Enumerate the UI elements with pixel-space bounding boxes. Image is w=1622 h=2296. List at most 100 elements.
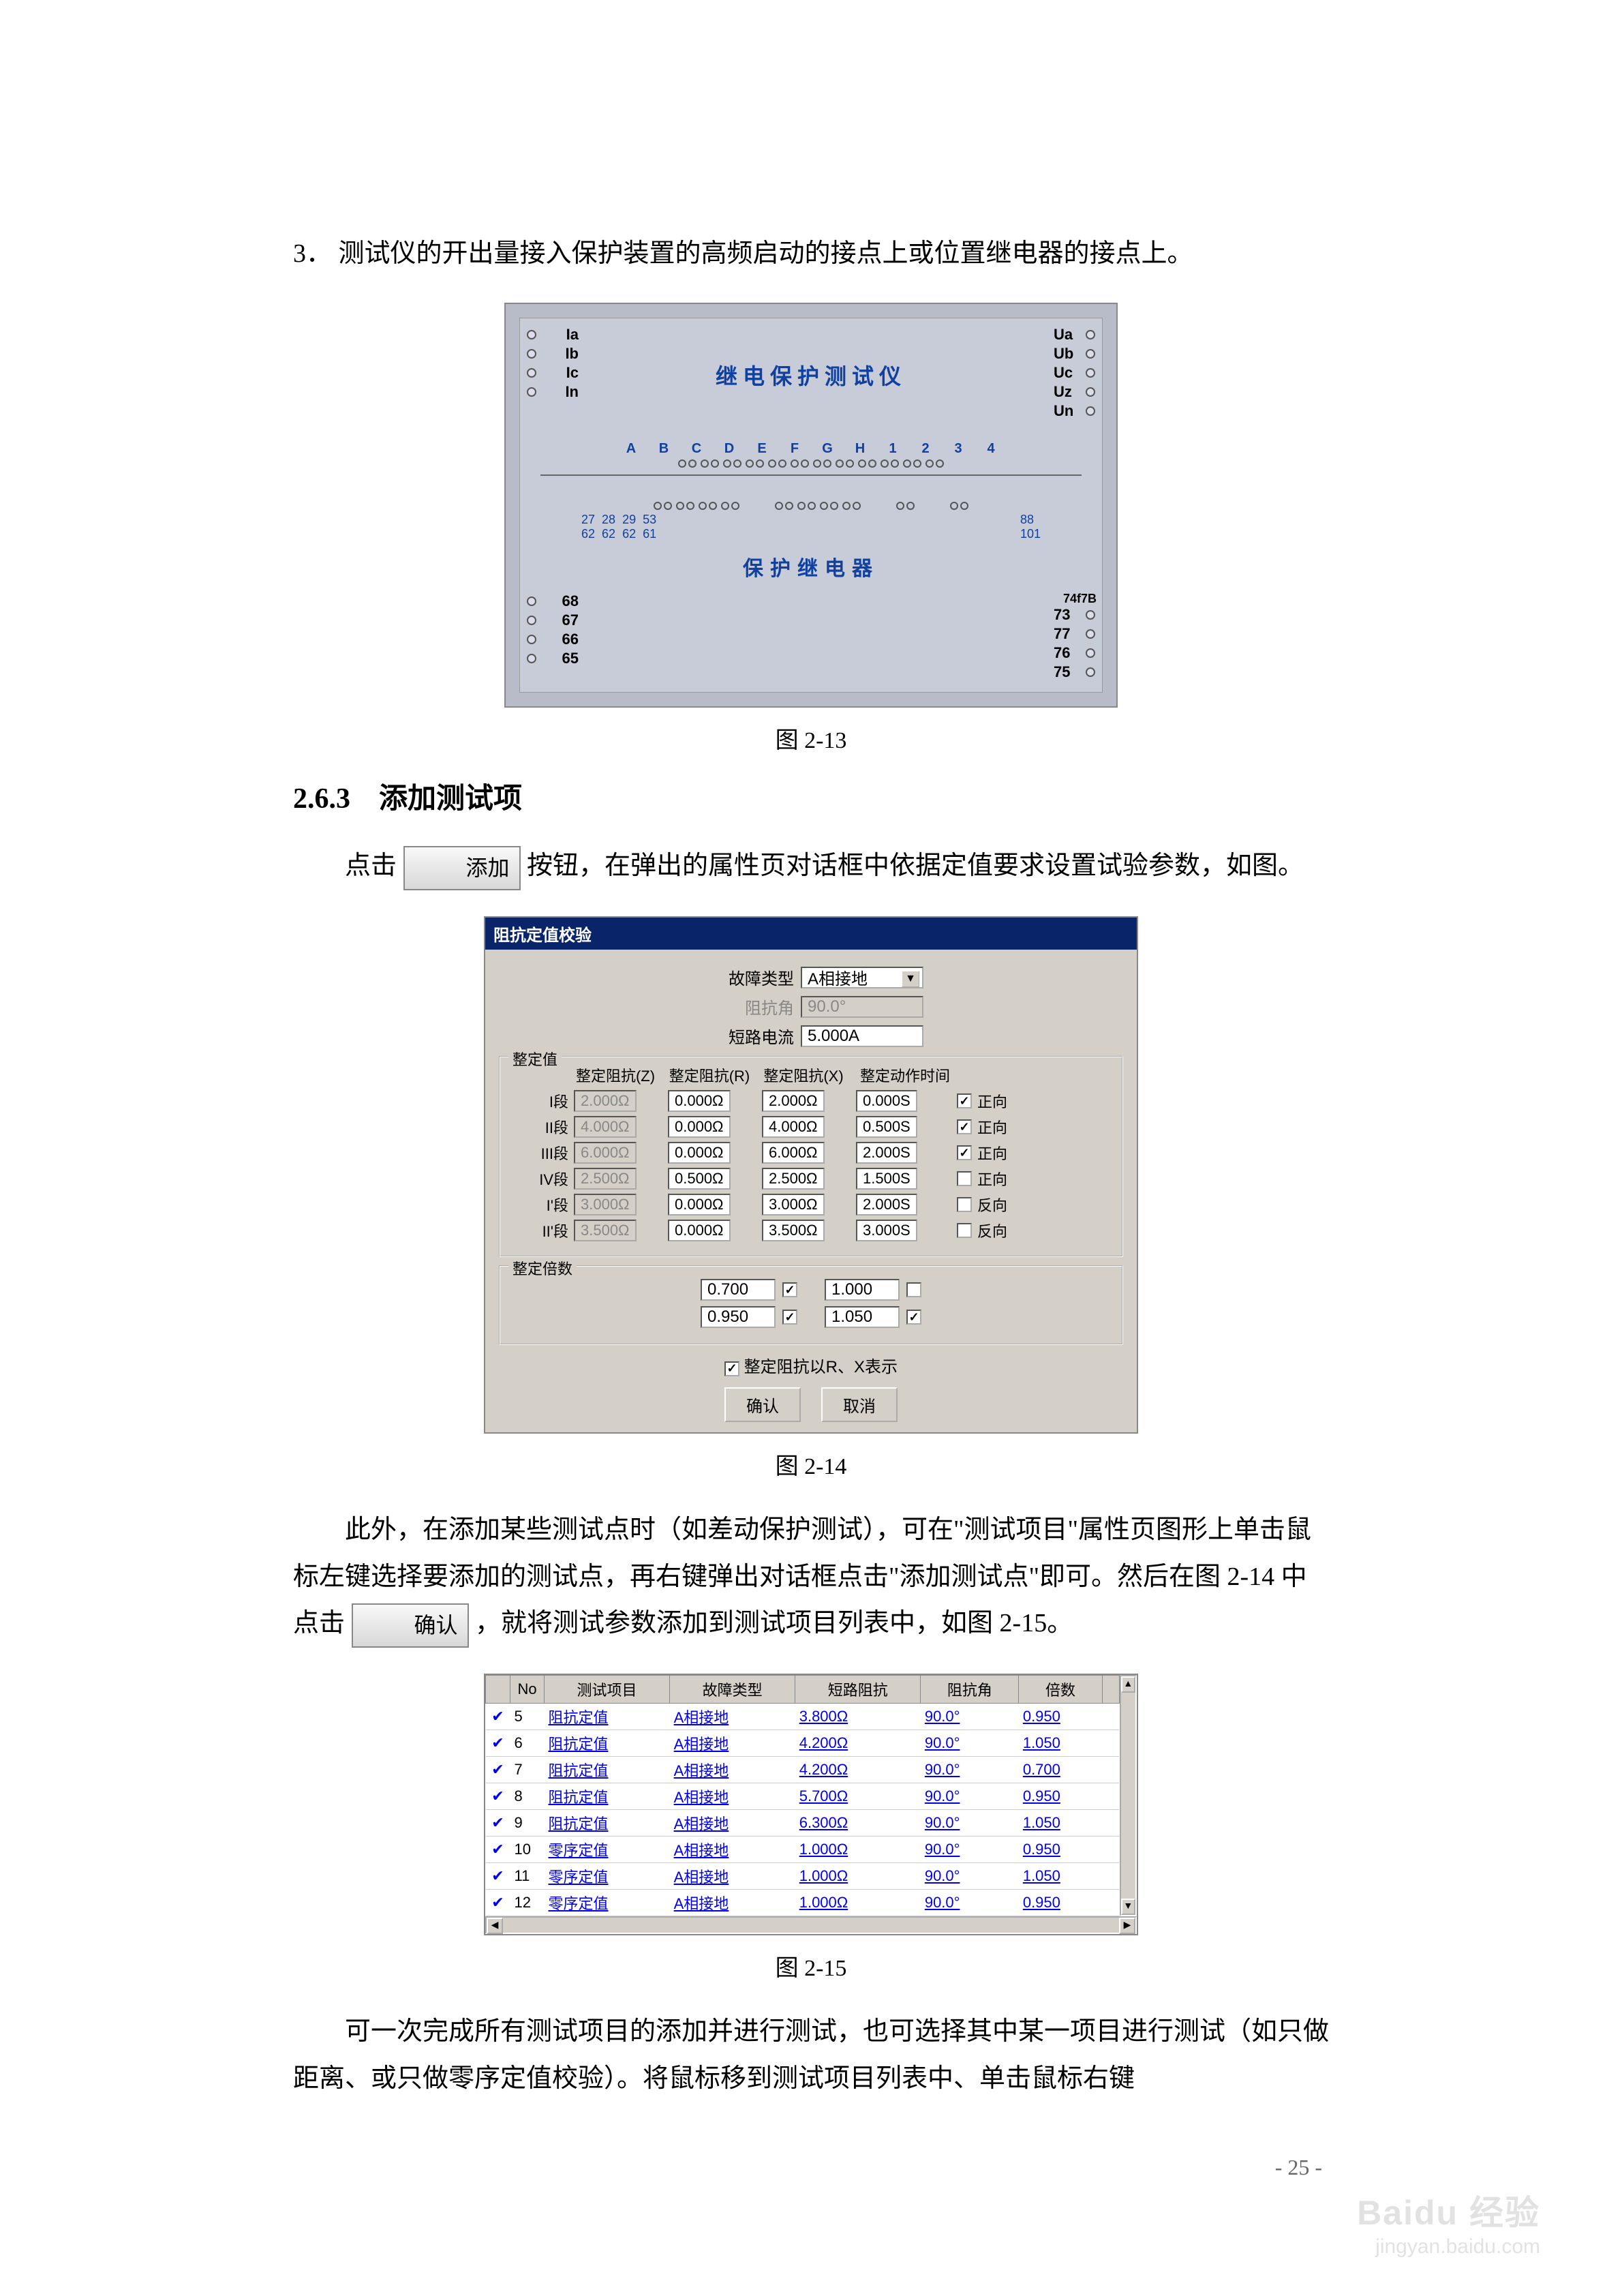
table-row[interactable]: ✔12零序定值A相接地1.000Ω90.0°0.950 [486,1890,1120,1916]
row-check-icon[interactable]: ✔ [486,1890,510,1916]
cell-impedance[interactable]: 4.200Ω [795,1730,921,1757]
seg-x-input[interactable]: 2.500Ω [762,1168,825,1190]
table-row[interactable]: ✔5阻抗定值A相接地3.800Ω90.0°0.950 [486,1704,1120,1730]
cell-fault[interactable]: A相接地 [670,1757,795,1783]
combo-fault-type[interactable]: A相接地 [801,967,923,988]
cell-project[interactable]: 阻抗定值 [545,1730,670,1757]
cell-fault[interactable]: A相接地 [670,1837,795,1863]
cell-fault[interactable]: A相接地 [670,1704,795,1730]
seg-check[interactable] [957,1197,972,1212]
cell-project[interactable]: 零序定值 [545,1837,670,1863]
cell-fault[interactable]: A相接地 [670,1783,795,1810]
cell-angle[interactable]: 90.0° [921,1704,1019,1730]
row-check-icon[interactable]: ✔ [486,1837,510,1863]
scroll-left-icon[interactable]: ◀ [487,1918,503,1934]
confirm-button-inline[interactable]: 确认 [352,1603,469,1648]
seg-t-input[interactable]: 1.500S [856,1168,917,1190]
cell-angle[interactable]: 90.0° [921,1863,1019,1890]
cell-fault[interactable]: A相接地 [670,1890,795,1916]
cell-angle[interactable]: 90.0° [921,1757,1019,1783]
col-angle[interactable]: 阻抗角 [921,1676,1019,1704]
seg-x-input[interactable]: 3.500Ω [762,1220,825,1241]
mult-input-3[interactable]: 1.050 [825,1306,900,1328]
ok-button[interactable]: 确认 [724,1387,801,1422]
col-fault[interactable]: 故障类型 [670,1676,795,1704]
cell-impedance[interactable]: 1.000Ω [795,1837,921,1863]
seg-check[interactable]: ✓ [957,1119,972,1134]
cell-impedance[interactable]: 6.300Ω [795,1810,921,1837]
cell-project[interactable]: 阻抗定值 [545,1757,670,1783]
table-row[interactable]: ✔7阻抗定值A相接地4.200Ω90.0°0.700 [486,1757,1120,1783]
seg-t-input[interactable]: 3.000S [856,1220,917,1241]
seg-check[interactable]: ✓ [957,1093,972,1108]
check-rx[interactable]: ✓ [724,1361,739,1376]
row-check-icon[interactable]: ✔ [486,1757,510,1783]
seg-check[interactable]: ✓ [957,1145,972,1160]
cell-mult[interactable]: 0.950 [1019,1783,1102,1810]
mult-check-0[interactable]: ✓ [782,1282,797,1297]
row-check-icon[interactable]: ✔ [486,1863,510,1890]
cell-fault[interactable]: A相接地 [670,1730,795,1757]
seg-x-input[interactable]: 4.000Ω [762,1116,825,1138]
scroll-right-icon[interactable]: ▶ [1119,1918,1135,1934]
mult-input-1[interactable]: 1.000 [825,1279,900,1301]
row-check-icon[interactable]: ✔ [486,1730,510,1757]
cell-impedance[interactable]: 1.000Ω [795,1863,921,1890]
seg-check[interactable] [957,1171,972,1186]
cell-mult[interactable]: 1.050 [1019,1730,1102,1757]
mult-check-1[interactable] [906,1282,921,1297]
scrollbar-horizontal[interactable]: ◀ ▶ [485,1916,1137,1934]
cell-mult[interactable]: 0.700 [1019,1757,1102,1783]
cell-project[interactable]: 零序定值 [545,1890,670,1916]
cell-angle[interactable]: 90.0° [921,1837,1019,1863]
col-mult[interactable]: 倍数 [1019,1676,1102,1704]
mult-check-3[interactable]: ✓ [906,1310,921,1325]
cell-project[interactable]: 零序定值 [545,1863,670,1890]
cell-fault[interactable]: A相接地 [670,1810,795,1837]
row-check-icon[interactable]: ✔ [486,1783,510,1810]
seg-t-input[interactable]: 2.000S [856,1194,917,1215]
table-row[interactable]: ✔11零序定值A相接地1.000Ω90.0°1.050 [486,1863,1120,1890]
col-no[interactable]: No [510,1676,545,1704]
table-row[interactable]: ✔10零序定值A相接地1.000Ω90.0°0.950 [486,1837,1120,1863]
add-button-inline[interactable]: 添加 [403,846,521,891]
cell-impedance[interactable]: 3.800Ω [795,1704,921,1730]
seg-r-input[interactable]: 0.500Ω [668,1168,731,1190]
cell-mult[interactable]: 1.050 [1019,1810,1102,1837]
scrollbar-vertical[interactable]: ▲ ▼ [1120,1675,1137,1916]
input-current[interactable]: 5.000A [801,1025,923,1047]
cell-mult[interactable]: 0.950 [1019,1704,1102,1730]
row-check-icon[interactable]: ✔ [486,1704,510,1730]
col-impedance[interactable]: 短路阻抗 [795,1676,921,1704]
cell-mult[interactable]: 0.950 [1019,1837,1102,1863]
seg-t-input[interactable]: 0.500S [856,1116,917,1138]
seg-x-input[interactable]: 2.000Ω [762,1090,825,1112]
cell-angle[interactable]: 90.0° [921,1783,1019,1810]
seg-t-input[interactable]: 0.000S [856,1090,917,1112]
cell-impedance[interactable]: 5.700Ω [795,1783,921,1810]
seg-check[interactable] [957,1223,972,1238]
cell-angle[interactable]: 90.0° [921,1810,1019,1837]
scroll-down-icon[interactable]: ▼ [1121,1899,1135,1915]
scroll-up-icon[interactable]: ▲ [1121,1676,1135,1693]
col-project[interactable]: 测试项目 [545,1676,670,1704]
seg-r-input[interactable]: 0.000Ω [668,1142,731,1164]
seg-r-input[interactable]: 0.000Ω [668,1220,731,1241]
seg-r-input[interactable]: 0.000Ω [668,1090,731,1112]
cell-impedance[interactable]: 1.000Ω [795,1890,921,1916]
cell-project[interactable]: 阻抗定值 [545,1810,670,1837]
seg-r-input[interactable]: 0.000Ω [668,1116,731,1138]
cancel-button[interactable]: 取消 [821,1387,898,1422]
cell-impedance[interactable]: 4.200Ω [795,1757,921,1783]
table-row[interactable]: ✔6阻抗定值A相接地4.200Ω90.0°1.050 [486,1730,1120,1757]
table-row[interactable]: ✔8阻抗定值A相接地5.700Ω90.0°0.950 [486,1783,1120,1810]
cell-mult[interactable]: 1.050 [1019,1863,1102,1890]
cell-fault[interactable]: A相接地 [670,1863,795,1890]
cell-angle[interactable]: 90.0° [921,1890,1019,1916]
seg-r-input[interactable]: 0.000Ω [668,1194,731,1215]
cell-project[interactable]: 阻抗定值 [545,1704,670,1730]
cell-mult[interactable]: 0.950 [1019,1890,1102,1916]
seg-x-input[interactable]: 3.000Ω [762,1194,825,1215]
mult-input-2[interactable]: 0.950 [701,1306,776,1328]
mult-input-0[interactable]: 0.700 [701,1279,776,1301]
